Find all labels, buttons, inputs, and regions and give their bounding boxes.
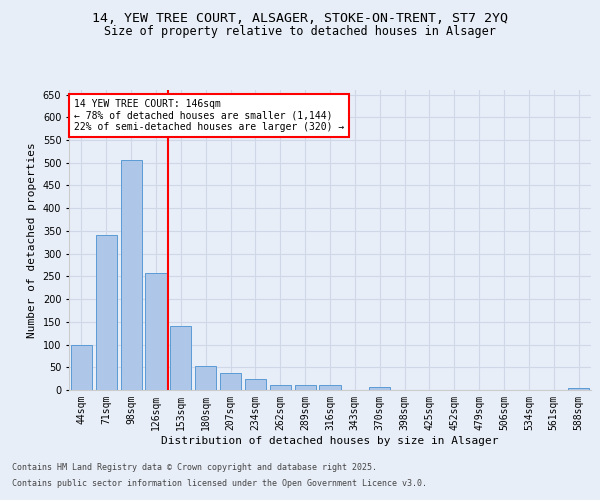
Text: Contains public sector information licensed under the Open Government Licence v3: Contains public sector information licen… — [12, 478, 427, 488]
Bar — [170, 326, 191, 390]
Bar — [71, 344, 92, 390]
Text: Size of property relative to detached houses in Alsager: Size of property relative to detached ho… — [104, 25, 496, 38]
Bar — [121, 160, 142, 390]
Y-axis label: Number of detached properties: Number of detached properties — [27, 142, 37, 338]
Bar — [568, 388, 589, 390]
Text: 14, YEW TREE COURT, ALSAGER, STOKE-ON-TRENT, ST7 2YQ: 14, YEW TREE COURT, ALSAGER, STOKE-ON-TR… — [92, 12, 508, 26]
Bar — [145, 273, 167, 390]
Bar — [245, 378, 266, 390]
X-axis label: Distribution of detached houses by size in Alsager: Distribution of detached houses by size … — [161, 436, 499, 446]
Bar — [96, 236, 117, 390]
Bar — [220, 373, 241, 390]
Text: 14 YEW TREE COURT: 146sqm
← 78% of detached houses are smaller (1,144)
22% of se: 14 YEW TREE COURT: 146sqm ← 78% of detac… — [74, 99, 344, 132]
Bar — [195, 366, 216, 390]
Bar — [369, 388, 390, 390]
Text: Contains HM Land Registry data © Crown copyright and database right 2025.: Contains HM Land Registry data © Crown c… — [12, 464, 377, 472]
Bar — [319, 386, 341, 390]
Bar — [295, 385, 316, 390]
Bar — [270, 386, 291, 390]
